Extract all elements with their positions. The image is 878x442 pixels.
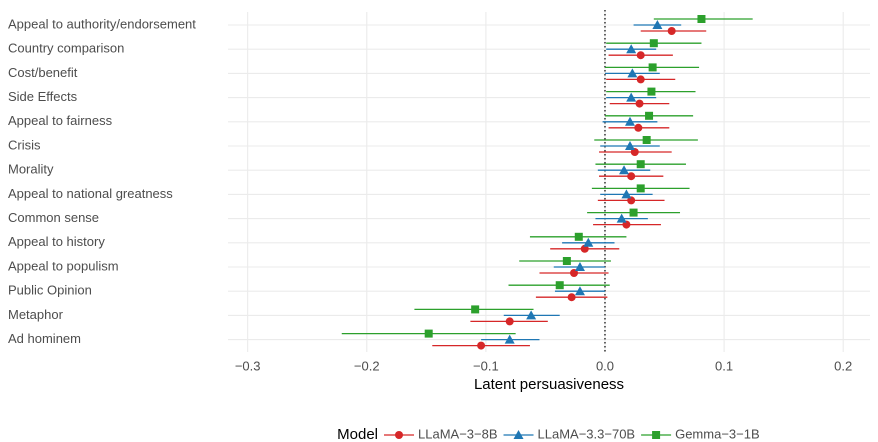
point: [616, 213, 627, 223]
point: [424, 329, 433, 338]
point: [471, 305, 480, 314]
point: [621, 189, 632, 199]
x-tick-label: −0.1: [473, 358, 499, 373]
point: [636, 75, 645, 84]
point: [648, 63, 657, 72]
point: [634, 123, 643, 132]
point: [635, 99, 644, 108]
legend-item: Gemma−3−1B: [641, 426, 760, 441]
point: [624, 116, 635, 126]
y-tick-label: Cost/benefit: [8, 65, 78, 80]
y-tick-label: Appeal to populism: [8, 258, 119, 273]
point: [619, 165, 630, 175]
point: [629, 208, 638, 217]
point: [667, 27, 676, 35]
point: [636, 184, 645, 193]
point: [513, 430, 524, 439]
point: [526, 310, 537, 320]
point: [697, 15, 706, 23]
legend-item: LLaMA−3.3−70B: [503, 426, 636, 441]
y-tick-label: Ad hominem: [8, 331, 81, 346]
point: [645, 111, 654, 120]
y-tick-label: Morality: [8, 162, 54, 177]
x-tick-label: −0.2: [354, 358, 380, 373]
point: [642, 136, 651, 144]
y-tick-label: Appeal to national greatness: [8, 186, 173, 201]
y-tick-label: Public Opinion: [8, 283, 92, 298]
point: [636, 160, 645, 169]
y-tick-label: Appeal to fairness: [8, 113, 113, 128]
point: [627, 68, 638, 78]
point: [627, 172, 636, 181]
y-tick-label: Common sense: [8, 210, 99, 225]
legend-title: Model: [337, 426, 378, 442]
y-tick-label: Side Effects: [8, 89, 78, 104]
y-tick-label: Metaphor: [8, 307, 64, 322]
x-tick-label: 0.2: [834, 358, 852, 373]
point: [574, 286, 585, 296]
legend-label: LLaMA−3.3−70B: [538, 426, 636, 441]
point: [395, 431, 403, 439]
point: [626, 92, 637, 102]
point: [562, 257, 571, 265]
point: [567, 293, 576, 302]
point: [624, 141, 635, 150]
point: [636, 51, 645, 60]
y-tick-label: Crisis: [8, 137, 41, 152]
point: [505, 317, 514, 326]
point: [649, 39, 658, 48]
y-tick-label: Appeal to history: [8, 234, 105, 249]
point: [583, 237, 594, 247]
point: [477, 341, 486, 350]
point: [652, 20, 663, 29]
point: [647, 87, 656, 96]
legend-label: Gemma−3−1B: [675, 426, 760, 441]
point: [626, 44, 637, 54]
point: [652, 431, 661, 439]
x-tick-label: 0.1: [715, 358, 733, 373]
point: [574, 262, 585, 271]
point: [555, 281, 564, 290]
point: [574, 232, 583, 241]
x-tick-label: −0.3: [235, 358, 261, 373]
x-tick-label: 0.0: [596, 358, 614, 373]
legend-item: LLaMA−3−8B: [384, 426, 498, 441]
point: [504, 334, 515, 344]
legend-label: LLaMA−3−8B: [418, 426, 498, 441]
y-tick-label: Country comparison: [8, 41, 124, 56]
x-axis-title: Latent persuasiveness: [474, 376, 624, 393]
y-tick-label: Appeal to authority/endorsement: [8, 16, 196, 31]
